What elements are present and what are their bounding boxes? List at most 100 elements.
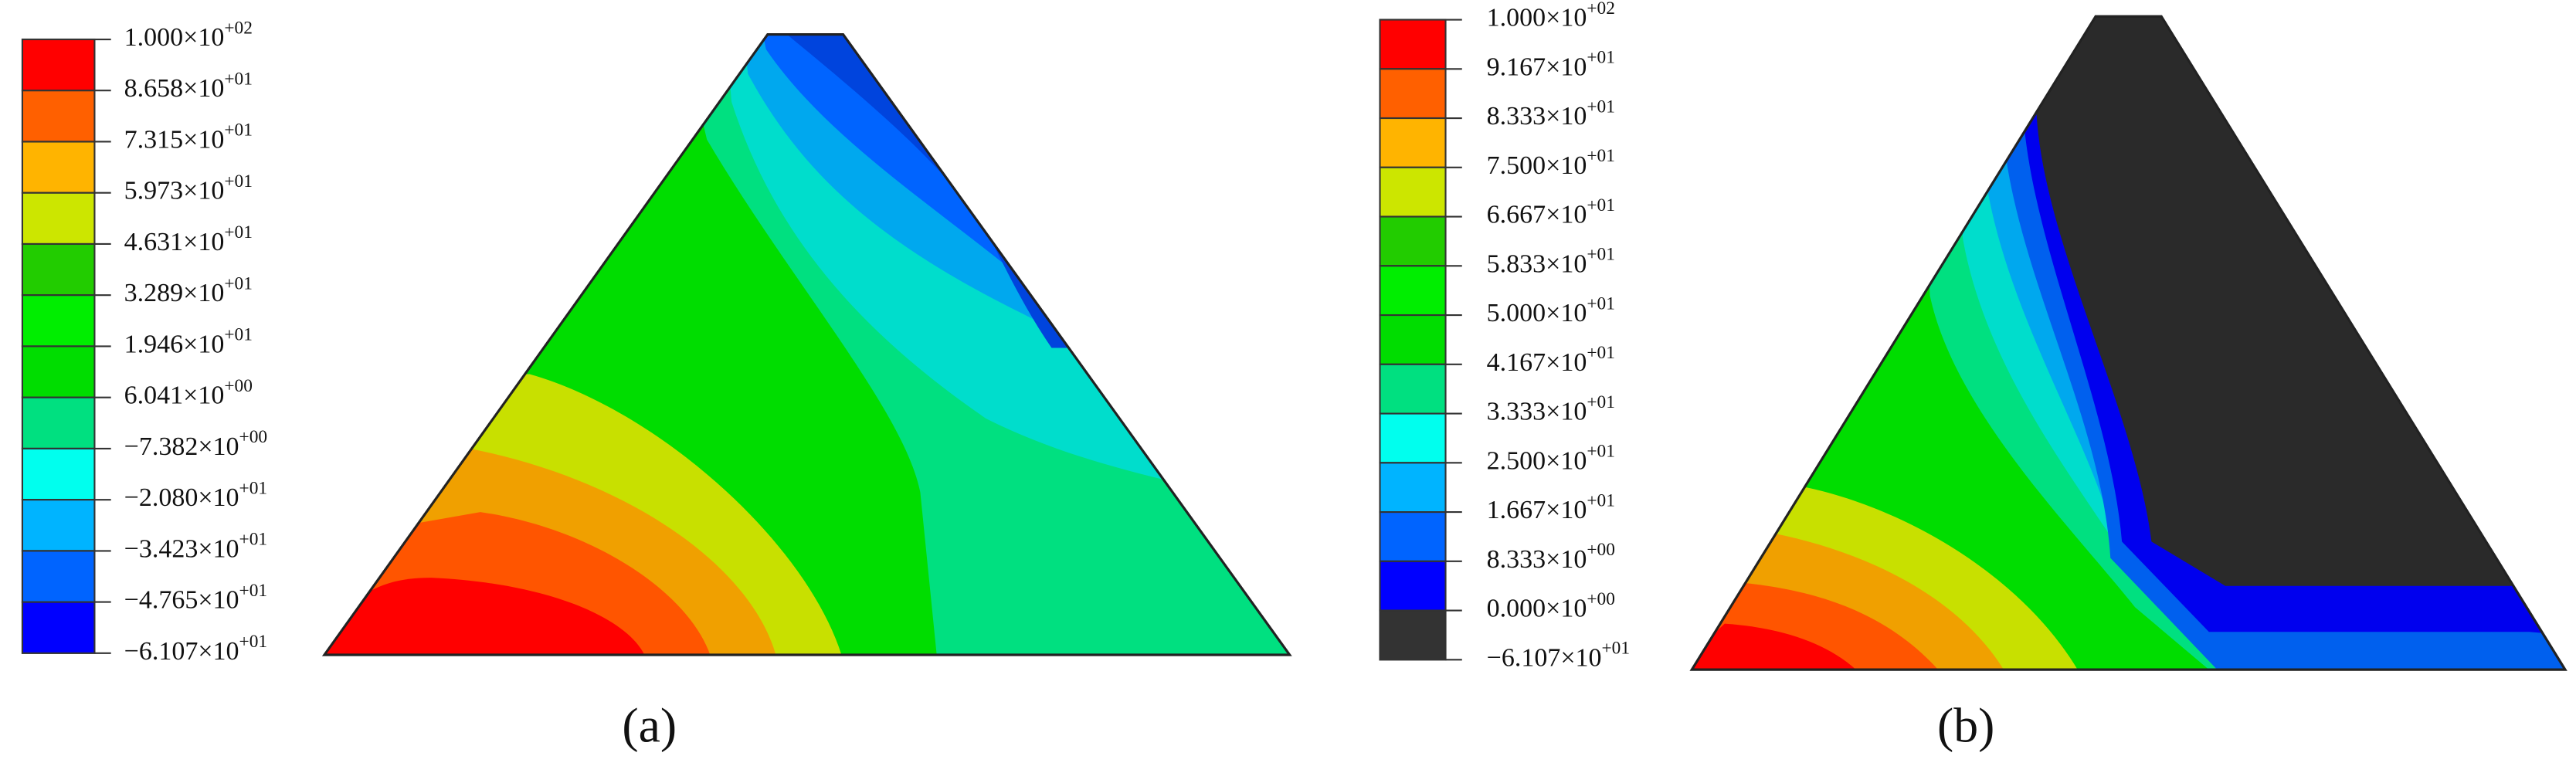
colorbar-label: 6.667×10+01: [1487, 195, 1615, 229]
label-mantissa: −4.765×10: [124, 585, 239, 614]
label-mantissa: 5.000×10: [1487, 299, 1587, 327]
colorbar-label: 6.041×10+00: [124, 376, 253, 409]
label-exponent: +00: [224, 376, 253, 396]
colorbar-label: 8.333×10+00: [1487, 540, 1615, 573]
label-mantissa: 4.167×10: [1487, 348, 1587, 377]
label-exponent: +02: [224, 19, 253, 39]
colorbar-band: [21, 294, 96, 348]
label-mantissa: 2.500×10: [1487, 446, 1587, 475]
label-exponent: +01: [1587, 245, 1615, 265]
colorbar-label: 8.658×10+01: [124, 70, 253, 103]
colorbar-band: [21, 192, 96, 246]
colorbar-label: 9.167×10+01: [1487, 48, 1615, 81]
domain-outline: [321, 33, 1292, 656]
colorbar-band: [1379, 609, 1447, 661]
label-mantissa: 6.667×10: [1487, 200, 1587, 229]
colorbar-band: [1379, 215, 1447, 267]
label-mantissa: 9.167×10: [1487, 53, 1587, 81]
colorbar-band: [21, 141, 96, 194]
label-mantissa: 8.333×10: [1487, 102, 1587, 131]
label-exponent: +01: [224, 70, 253, 90]
label-mantissa: 1.946×10: [124, 330, 225, 358]
colorbar-label: 4.631×10+01: [124, 223, 253, 256]
colorbar-label: 1.667×10+01: [1487, 491, 1615, 524]
label-exponent: +01: [1602, 639, 1631, 659]
label-mantissa: 5.973×10: [124, 177, 225, 205]
colorbar-label: 4.167×10+01: [1487, 343, 1615, 376]
colorbar-label: −3.423×10+01: [124, 530, 267, 563]
colorbar-band: [21, 38, 96, 92]
label-mantissa: 5.833×10: [1487, 249, 1587, 278]
colorbar-band: [1379, 265, 1447, 317]
label-exponent: +00: [1587, 589, 1615, 609]
label-exponent: +01: [1587, 97, 1615, 117]
colorbar-band: [1379, 117, 1447, 168]
label-exponent: +02: [1587, 0, 1615, 19]
label-mantissa: 0.000×10: [1487, 594, 1587, 622]
label-mantissa: 3.333×10: [1487, 397, 1587, 425]
label-exponent: +01: [239, 479, 268, 499]
colorbar-band: [21, 396, 96, 449]
colorbar-band: [21, 90, 96, 143]
label-exponent: +01: [224, 325, 253, 345]
label-mantissa: 4.631×10: [124, 228, 225, 256]
colorbar-label: 0.000×10+00: [1487, 589, 1615, 622]
colorbar-band: [1379, 314, 1447, 365]
label-exponent: +01: [224, 120, 253, 141]
label-exponent: +01: [224, 274, 253, 294]
colorbar-band: [1379, 166, 1447, 218]
colorbar-label: 1.000×10+02: [124, 19, 253, 52]
colorbar-label: 3.289×10+01: [124, 274, 253, 307]
label-exponent: +01: [224, 171, 253, 192]
label-exponent: +01: [224, 223, 253, 243]
label-mantissa: 3.289×10: [124, 279, 225, 307]
label-exponent: +01: [1587, 195, 1615, 215]
colorbar-band: [1379, 412, 1447, 464]
colorbar-label: 7.315×10+01: [124, 120, 253, 154]
label-exponent: +01: [1587, 146, 1615, 166]
colorbar-label: 8.333×10+01: [1487, 97, 1615, 131]
label-mantissa: −6.107×10: [1487, 643, 1602, 672]
colorbar-label: −7.382×10+00: [124, 428, 267, 461]
colorbar-label: 5.833×10+01: [1487, 245, 1615, 278]
colorbar-band: [21, 242, 96, 297]
colorbar-label: 2.500×10+01: [1487, 442, 1615, 475]
colorbar-band: [21, 447, 96, 501]
label-exponent: +01: [1587, 442, 1615, 462]
label-mantissa: 1.667×10: [1487, 496, 1587, 524]
colorbar-label: 5.000×10+01: [1487, 294, 1615, 327]
caption: (a): [622, 697, 677, 752]
colorbar-band: [1379, 19, 1447, 70]
label-mantissa: −7.382×10: [124, 432, 239, 461]
label-mantissa: −3.423×10: [124, 534, 239, 563]
colorbar-label: −4.765×10+01: [124, 581, 267, 614]
colorbar-label: 7.500×10+01: [1487, 146, 1615, 179]
colorbar-label: 1.000×10+02: [1487, 0, 1615, 32]
label-mantissa: 7.500×10: [1487, 151, 1587, 180]
label-exponent: +01: [1587, 294, 1615, 314]
colorbar-band: [21, 601, 96, 654]
colorbar-label: −6.107×10+01: [1487, 639, 1630, 672]
label-exponent: +01: [1587, 392, 1615, 412]
colorbar-label: −2.080×10+01: [124, 479, 267, 512]
label-exponent: +01: [1587, 48, 1615, 68]
label-mantissa: 1.000×10: [124, 23, 225, 52]
label-exponent: +01: [239, 530, 268, 550]
colorbar-label: 1.946×10+01: [124, 325, 253, 358]
colorbar-band: [1379, 511, 1447, 562]
caption: (b): [1937, 697, 1994, 752]
label-exponent: +01: [1587, 491, 1615, 511]
colorbar-label: 5.973×10+01: [124, 171, 253, 205]
domain-outline: [1689, 15, 2568, 671]
label-exponent: +00: [1587, 540, 1615, 560]
colorbar-band: [1379, 462, 1447, 514]
colorbar-band: [21, 345, 96, 398]
label-exponent: +01: [239, 632, 268, 652]
label-exponent: +00: [239, 428, 268, 448]
label-mantissa: 7.315×10: [124, 125, 225, 154]
colorbar-band: [21, 499, 96, 552]
colorbar-band: [1379, 560, 1447, 612]
label-mantissa: 6.041×10: [124, 381, 225, 409]
